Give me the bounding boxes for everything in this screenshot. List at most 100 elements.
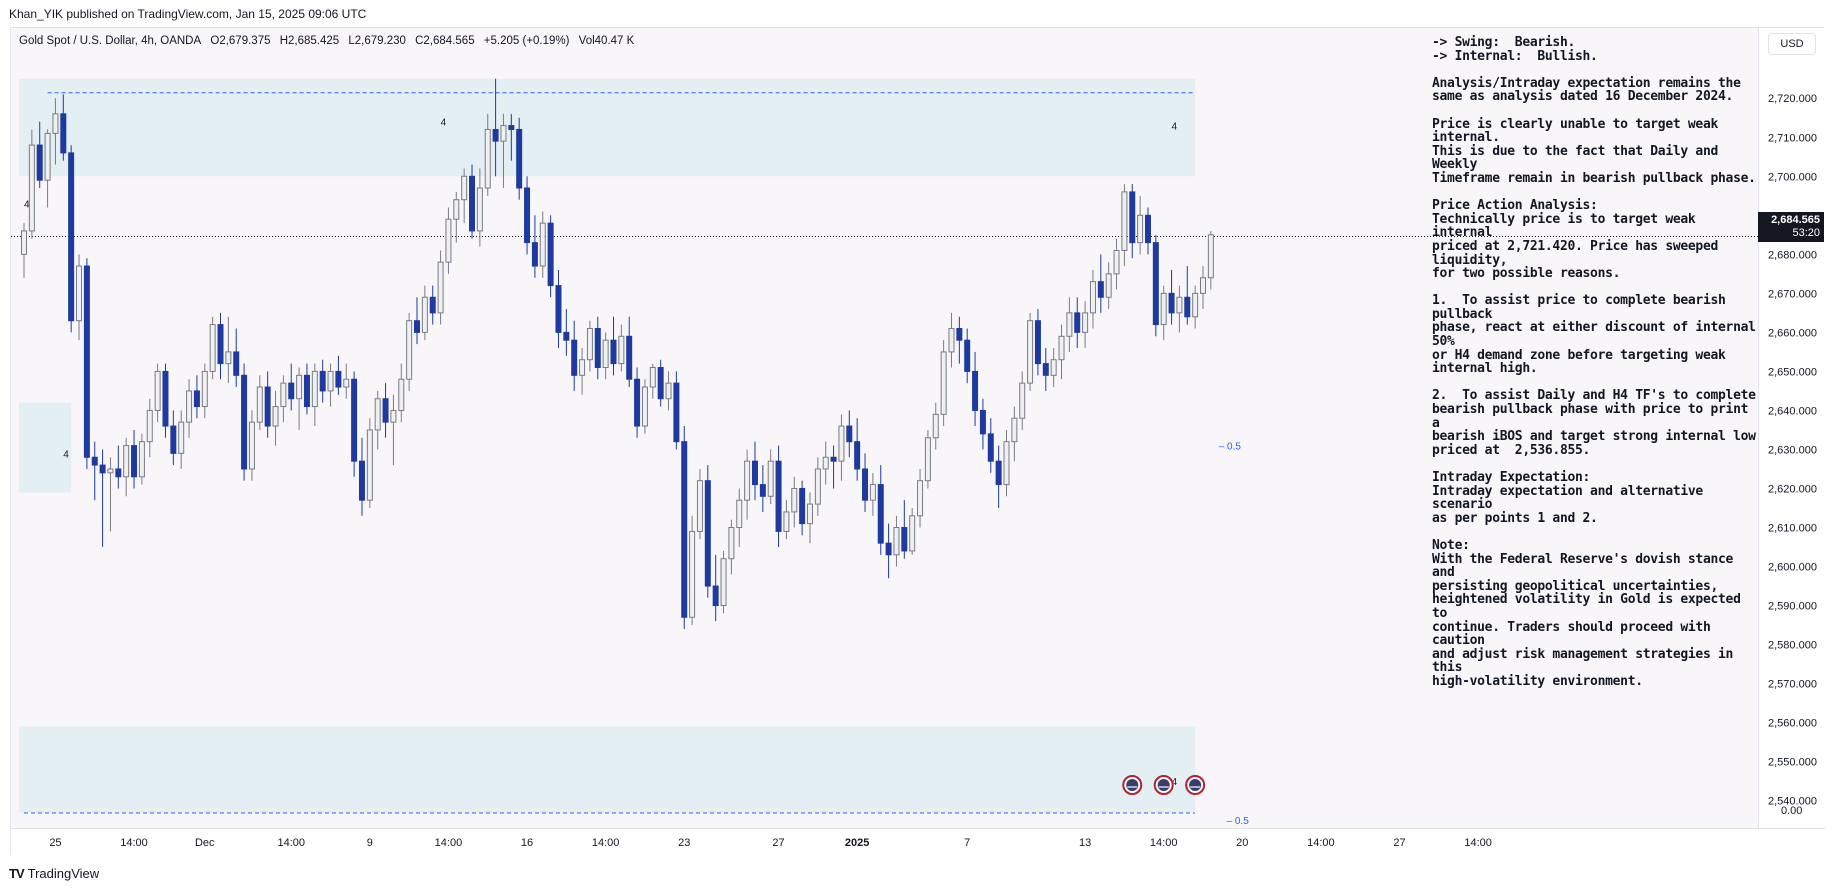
candlestick-chart[interactable]: 2,540.000 2,550.000 2,560.000 2,570.000 2,58… bbox=[11, 28, 1825, 856]
candle-body bbox=[335, 370, 342, 388]
time-tick-label: 23 bbox=[678, 837, 690, 849]
candle-body bbox=[571, 339, 578, 376]
price-tick-label: 2,560.000 bbox=[1768, 718, 1817, 730]
analysis-line: Price Action Analysis: bbox=[1432, 198, 1598, 214]
symbol-title[interactable]: Gold Spot / U.S. Dollar, 4h, OANDA bbox=[19, 35, 202, 47]
candle-body bbox=[893, 527, 900, 556]
time-tick-label: Dec bbox=[195, 837, 215, 849]
candle-body bbox=[979, 409, 986, 435]
candle-body bbox=[657, 367, 664, 400]
candle-body bbox=[901, 527, 908, 552]
candle-body bbox=[1152, 242, 1159, 326]
time-tick-label: 14:00 bbox=[1150, 837, 1178, 849]
change-value: +5.205 (+0.19%) bbox=[483, 35, 570, 47]
candle-body bbox=[917, 480, 924, 517]
analysis-line: This is due to the fact that Daily and W… bbox=[1432, 143, 1726, 173]
candle-body bbox=[162, 370, 169, 427]
candle-body bbox=[1192, 292, 1199, 318]
candle-body bbox=[358, 460, 365, 501]
candle-body bbox=[1027, 320, 1034, 384]
last-price-value: 2,684.565 bbox=[1771, 214, 1820, 226]
candle-body bbox=[563, 331, 570, 341]
time-tick-label: 14:00 bbox=[435, 837, 463, 849]
price-tick-label: 2,550.000 bbox=[1768, 757, 1817, 769]
candle-body bbox=[406, 320, 413, 380]
candle-body bbox=[288, 382, 295, 400]
time-tick-label: 16 bbox=[521, 837, 533, 849]
analysis-gap bbox=[1432, 457, 1762, 471]
candle-body bbox=[940, 351, 947, 415]
candle-body bbox=[987, 433, 994, 462]
candle-body bbox=[99, 464, 106, 474]
candle-body bbox=[791, 487, 798, 513]
candle-body bbox=[681, 441, 688, 618]
time-tick-label: 14:00 bbox=[277, 837, 305, 849]
candle-body bbox=[547, 222, 554, 287]
candle-body bbox=[91, 456, 98, 466]
us-flag-icon bbox=[1126, 779, 1139, 791]
candle-body bbox=[311, 370, 318, 408]
volume-axis-label: 0.00 bbox=[1781, 805, 1802, 817]
candle-body bbox=[1207, 234, 1214, 279]
analysis-line: priced at 2,536.855. bbox=[1432, 442, 1591, 458]
time-axis[interactable] bbox=[11, 828, 1825, 856]
analysis-line: -> Internal: Bullish. bbox=[1432, 48, 1598, 64]
time-tick-label: 27 bbox=[772, 837, 784, 849]
demand-zone-left bbox=[19, 402, 72, 493]
candle-body bbox=[555, 285, 562, 333]
candle-body bbox=[1066, 312, 1073, 337]
chart-pane[interactable]: 2,540.000 2,550.000 2,560.000 2,570.000 2,58… bbox=[10, 27, 1825, 856]
currency-button[interactable]: USD bbox=[1768, 33, 1816, 55]
price-tick-label: 2,620.000 bbox=[1768, 483, 1817, 495]
tradingview-wordmark: TradingView bbox=[27, 866, 100, 881]
candle-body bbox=[1121, 191, 1128, 251]
candle-body bbox=[579, 359, 586, 376]
candle-body bbox=[52, 113, 59, 134]
candle-body bbox=[524, 187, 531, 244]
analysis-line: -> Swing: Bearish. bbox=[1432, 35, 1576, 50]
analysis-line: as per points 1 and 2. bbox=[1432, 510, 1598, 526]
candle-body bbox=[241, 374, 248, 470]
price-axis[interactable] bbox=[1758, 28, 1825, 828]
candle-body bbox=[201, 370, 208, 408]
analysis-line: persisting geopolitical uncertainties, bbox=[1432, 578, 1719, 594]
analysis-line: for two possible reasons. bbox=[1432, 266, 1621, 282]
candle-body bbox=[909, 515, 916, 552]
candle-body bbox=[327, 370, 334, 392]
price-tick-label: 2,580.000 bbox=[1768, 640, 1817, 652]
analysis-line: continue. Traders should proceed with ca… bbox=[1432, 619, 1719, 649]
us-flag-icon bbox=[1189, 779, 1202, 791]
chart-annotation: 4 bbox=[1172, 777, 1178, 788]
candle-body bbox=[877, 484, 884, 544]
analysis-text-note[interactable]: -> Swing: Bearish. -> Internal: Bullish. A… bbox=[1432, 36, 1762, 689]
bar-countdown: 53:20 bbox=[1792, 227, 1820, 239]
candle-body bbox=[390, 409, 397, 423]
candle-body bbox=[256, 386, 263, 423]
candle-body bbox=[319, 370, 326, 392]
candle-body bbox=[665, 382, 672, 400]
candle-body bbox=[225, 351, 232, 365]
analysis-line: Price is clearly unable to target weak i… bbox=[1432, 116, 1726, 146]
candle-body bbox=[594, 327, 601, 369]
candle-body bbox=[1003, 441, 1010, 486]
candle-body bbox=[814, 468, 821, 505]
candle-body bbox=[1050, 359, 1057, 376]
candle-body bbox=[751, 460, 758, 486]
price-tick-label: 2,610.000 bbox=[1768, 523, 1817, 535]
candle-body bbox=[186, 390, 193, 423]
candle-body bbox=[783, 511, 790, 532]
candle-body bbox=[932, 413, 939, 439]
tradingview-logo[interactable]: TV TradingView bbox=[9, 866, 99, 881]
analysis-line: internal high. bbox=[1432, 361, 1538, 377]
time-tick-label: 14:00 bbox=[592, 837, 620, 849]
candle-body bbox=[948, 327, 955, 353]
ohlc-legend: Gold Spot / U.S. Dollar, 4h, OANDA O2,67… bbox=[19, 35, 640, 47]
candle-body bbox=[1042, 363, 1049, 376]
time-tick-label: 9 bbox=[367, 837, 373, 849]
candle-body bbox=[484, 128, 491, 189]
candle-body bbox=[233, 351, 240, 376]
candle-body bbox=[445, 218, 452, 263]
analysis-line: Note: bbox=[1432, 537, 1470, 553]
candle-body bbox=[217, 324, 224, 365]
candle-body bbox=[704, 480, 711, 587]
